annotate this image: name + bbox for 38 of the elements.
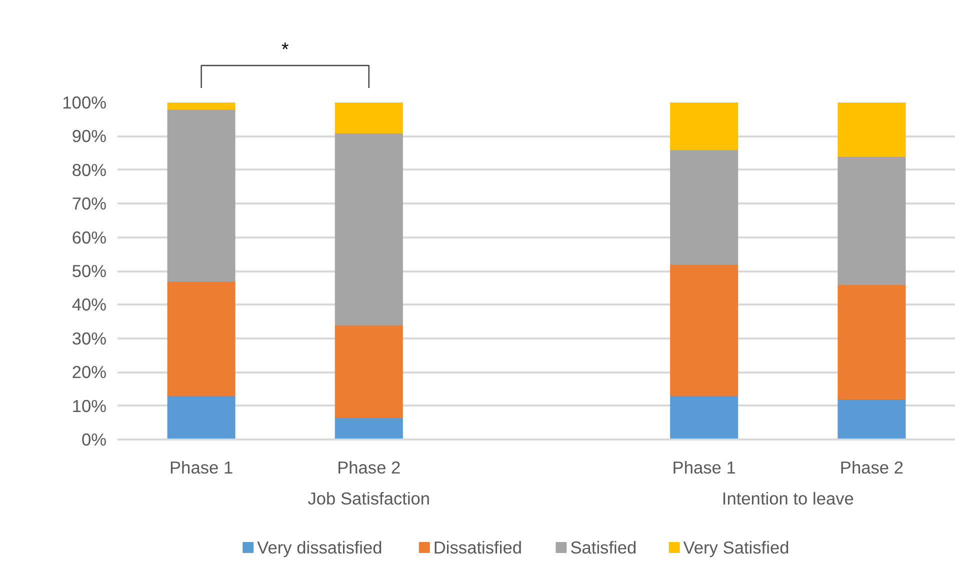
bar [670,149,738,265]
bar [334,324,403,418]
y-tick-label: 20% [72,362,107,382]
text: * [281,38,289,60]
bar [670,102,738,150]
x-tick-label: Phase 1 [672,458,736,478]
y-tick-label: 40% [72,294,107,315]
bar [838,156,906,285]
legend-label: Dissatisfied [433,538,522,558]
y-tick-label: 90% [72,126,107,146]
bar [838,284,906,400]
y-tick-label: 10% [72,396,107,416]
bar [838,398,906,440]
x-tick-label: Phase 1 [170,458,234,478]
y-tick-label: 50% [72,261,107,281]
y-tick-label: 60% [72,227,107,248]
bar [167,102,236,110]
bar [334,417,403,440]
y-tick-label: 0% [81,430,106,450]
legend-label: Satisfied [570,538,637,558]
bar [167,395,236,440]
bar [334,102,403,134]
bar [167,108,236,282]
y-tick-label: 100% [62,92,107,112]
bar [167,280,236,396]
x-tick-label: Phase 2 [337,458,401,478]
legend-label: Very dissatisfied [257,538,382,558]
text: Job Satisfaction [308,488,430,508]
bar [670,395,738,440]
text: Intention to leave [722,488,854,508]
y-tick-label: 80% [72,160,107,180]
bar [334,132,403,326]
bar [670,264,738,396]
y-tick-label: 30% [72,328,107,348]
bar [838,102,906,157]
legend-label: Very Satisfied [683,538,790,558]
y-tick-label: 70% [72,194,107,214]
x-tick-label: Phase 2 [840,458,904,478]
